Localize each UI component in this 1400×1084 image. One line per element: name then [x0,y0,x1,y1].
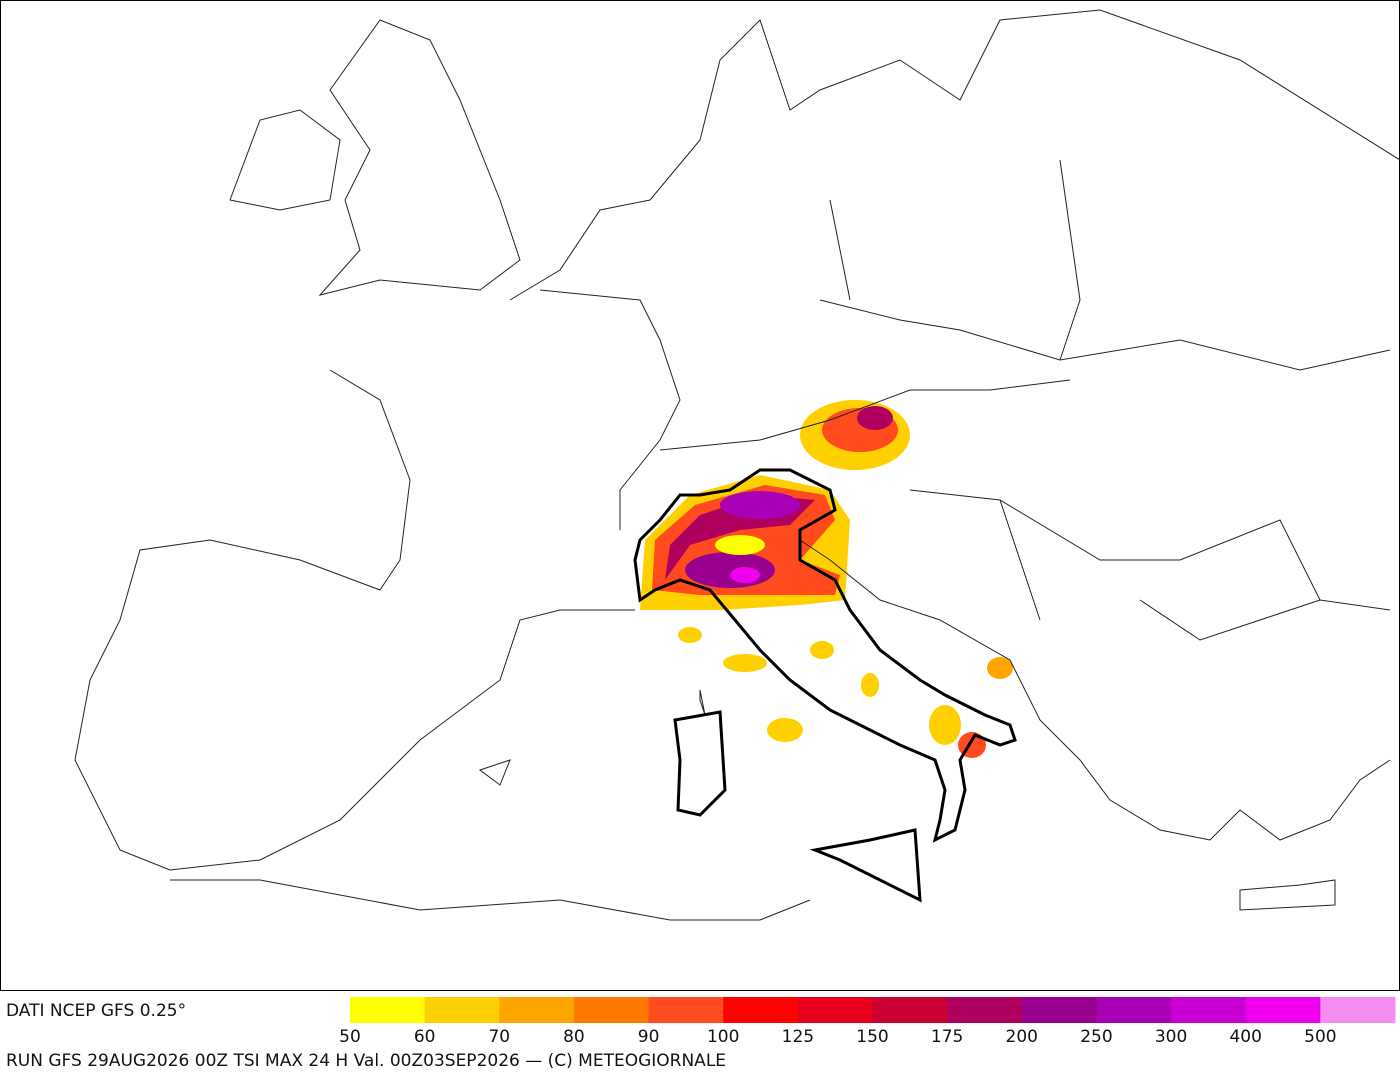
scale-label: 150 [856,1027,888,1047]
source-label: DATI NCEP GFS 0.25° [6,1001,186,1021]
color-swatch [424,997,500,1023]
scale-label: 60 [414,1027,436,1047]
color-swatch [947,997,1023,1023]
scale-label: 175 [931,1027,963,1047]
coastlines [74,9,1400,921]
color-swatch [350,997,426,1023]
color-swatch [1096,997,1172,1023]
color-swatch [573,997,650,1023]
scale-label: 300 [1155,1027,1187,1047]
color-swatch [723,997,799,1023]
color-swatch [1245,997,1321,1023]
scale-label: 50 [339,1027,361,1047]
color-swatch [872,997,948,1023]
scale-label: 70 [488,1027,510,1047]
scale-label: 90 [638,1027,660,1047]
scale-label: 500 [1304,1027,1336,1047]
color-scale: 50 60 70 80 90 100 125 150 175 200 250 300 400 500 [339,997,1396,1047]
scale-label: 125 [782,1027,814,1047]
color-swatch [499,997,575,1023]
italy-outline [633,468,1017,903]
scale-label: 80 [563,1027,585,1047]
color-swatch [797,997,873,1023]
scale-label: 200 [1006,1027,1038,1047]
color-swatch [648,997,724,1023]
scale-label: 250 [1080,1027,1112,1047]
color-swatch [1171,997,1247,1023]
scale-label: 100 [707,1027,739,1047]
scale-label: 400 [1229,1027,1261,1047]
run-info: RUN GFS 29AUG2026 00Z TSI MAX 24 H Val. … [6,1051,726,1071]
precipitation-field [640,400,1013,758]
color-swatch [1021,997,1097,1023]
color-swatch [1320,997,1396,1023]
